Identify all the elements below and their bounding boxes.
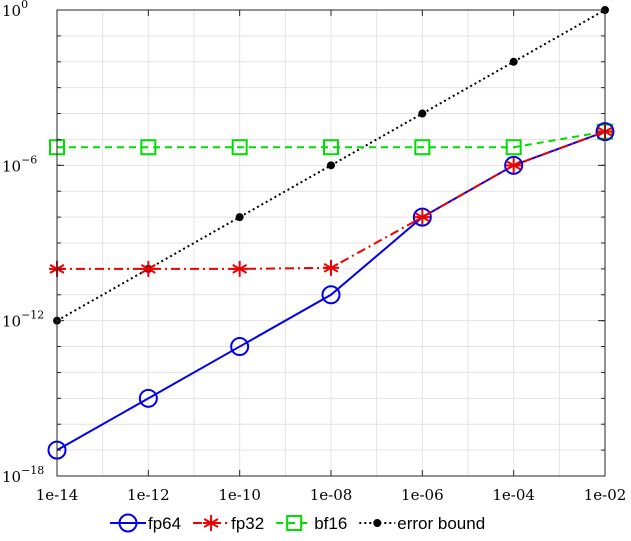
point-fp64-marker [230, 337, 250, 357]
y-tick-label: 10−18 [2, 464, 44, 486]
x-tick-label: 1e-04 [492, 486, 535, 504]
tick-labels: 1e-14 1e-12 1e-10 1e-08 1e-06 1e-04 1e-02 100 10… [2, 0, 626, 504]
point-fp32-marker [323, 259, 339, 276]
point-fp32-marker [140, 260, 157, 277]
point-fp32-marker [414, 209, 431, 226]
legend-label: error bound [397, 514, 485, 533]
point-error-bound-marker [509, 57, 518, 66]
point-fp64-marker [504, 155, 524, 175]
x-tick-label: 1e-06 [401, 486, 444, 504]
point-bf16-marker [505, 139, 522, 156]
x-tick-label: 1e-14 [36, 486, 79, 504]
x-tick-label: 1e-10 [218, 486, 261, 504]
point-fp64-marker [321, 285, 341, 305]
legend-item-bf16: bf16 [276, 514, 347, 533]
y-tick-label: 100 [2, 0, 28, 20]
point-fp32-marker [505, 157, 522, 174]
y-tick-label: 10−6 [2, 153, 37, 175]
legend-marker [118, 513, 138, 533]
point-bf16-marker [140, 139, 157, 156]
legend-marker [203, 515, 220, 531]
legend-label: fp32 [231, 514, 264, 533]
x-tick-label: 1e-02 [584, 486, 627, 504]
point-fp32-marker [231, 260, 248, 277]
point-fp64-marker [412, 207, 432, 227]
x-tick-label: 1e-08 [310, 486, 353, 504]
point-error-bound-marker [418, 109, 427, 118]
x-tick-label: 1e-12 [127, 486, 170, 504]
legend-item-error-bound: error bound [359, 514, 485, 533]
legend-marker [286, 515, 303, 531]
point-bf16-marker [414, 139, 431, 156]
point-error-bound-marker [327, 161, 335, 170]
legend-label: bf16 [314, 514, 347, 533]
legend-marker [373, 519, 382, 527]
point-bf16-marker [323, 139, 339, 156]
legend-label: fp64 [148, 514, 181, 533]
ticks [56, 9, 606, 477]
y-tick-label: 10−12 [2, 309, 44, 331]
series-line-bf16 [57, 130, 606, 149]
point-bf16-marker [231, 139, 248, 156]
legend: fp64 fp32 bf16 error bound [110, 513, 485, 533]
legend-item-fp64: fp64 [110, 513, 181, 533]
point-fp64-marker [138, 388, 158, 408]
legend-item-fp32: fp32 [193, 514, 264, 533]
point-error-bound-marker [235, 213, 244, 222]
